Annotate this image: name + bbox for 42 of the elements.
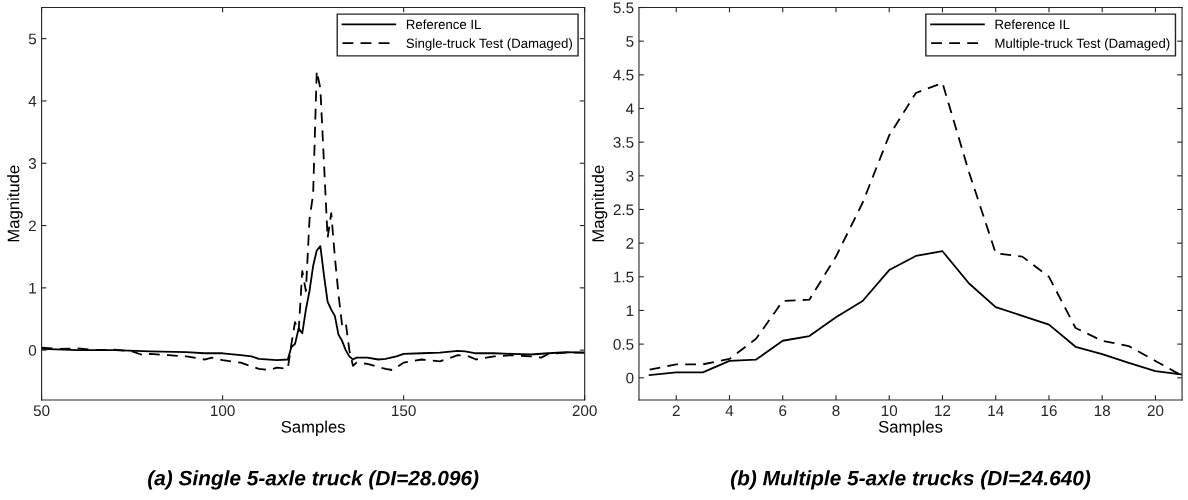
x-tick-label: 18 xyxy=(1094,405,1111,417)
y-tick-label: 0 xyxy=(626,372,634,384)
x-tick-label: 16 xyxy=(1041,405,1057,417)
y-tick-label: 2 xyxy=(28,220,36,232)
y-tick-label: 1 xyxy=(626,305,634,316)
y-tick-label: 2.5 xyxy=(613,204,634,216)
y-tick-label: 0.5 xyxy=(613,338,634,350)
x-tick-label: 12 xyxy=(935,405,951,416)
x-tick-label: 20 xyxy=(1147,405,1164,417)
legend-label: Multiple-truck Test (Damaged) xyxy=(995,38,1170,51)
x-axis-title: Samples xyxy=(878,420,943,437)
y-tick-label: 1.5 xyxy=(614,271,634,283)
y-tick-label: 0 xyxy=(28,345,37,356)
x-tick-label: 4 xyxy=(725,405,734,416)
x-tick-label: 6 xyxy=(779,405,787,417)
y-axis-title: Magnitude xyxy=(7,165,23,242)
x-tick-label: 150 xyxy=(392,405,416,417)
x-axis-title: Samples xyxy=(281,420,345,437)
text: (b) Multiple 5-axle trucks (DI=24.640) xyxy=(730,470,1091,490)
legend-label: Reference IL xyxy=(995,19,1070,30)
x-tick-label: 200 xyxy=(572,405,597,417)
y-tick-label: 4 xyxy=(28,95,37,107)
y-tick-label: 5.5 xyxy=(613,2,634,14)
y-tick-label: 3 xyxy=(28,158,37,169)
y-tick-label: 5 xyxy=(626,36,634,47)
x-tick-label: 100 xyxy=(211,405,235,417)
y-tick-label: 2 xyxy=(626,238,634,249)
x-tick-label: 50 xyxy=(33,405,50,417)
y-tick-label: 1 xyxy=(29,282,36,294)
text: (a) Single 5-axle truck (DI=28.096) xyxy=(148,470,479,490)
x-tick-label: 8 xyxy=(832,405,840,417)
x-tick-label: 2 xyxy=(672,405,680,416)
y-tick-label: 3 xyxy=(626,170,634,182)
legend-label: Single-truck Test (Damaged) xyxy=(406,38,572,51)
y-tick-label: 4 xyxy=(625,103,634,115)
legend-label: Reference IL xyxy=(406,19,481,30)
x-tick-label: 10 xyxy=(881,405,898,417)
y-tick-label: 5 xyxy=(28,33,37,45)
x-tick-label: 14 xyxy=(988,405,1004,416)
y-tick-label: 3.5 xyxy=(613,137,634,148)
y-tick-label: 4.5 xyxy=(613,69,634,81)
y-axis-title: Magnitude xyxy=(591,165,608,242)
